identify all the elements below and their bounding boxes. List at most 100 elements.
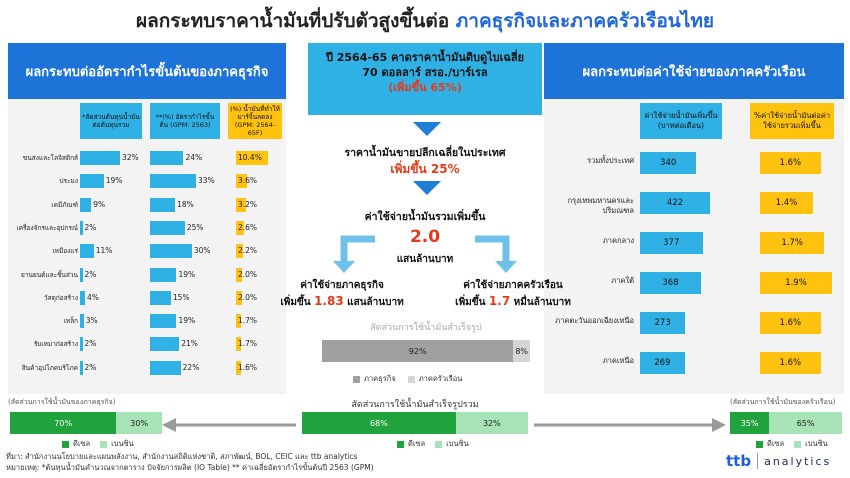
share-value: 19% — [105, 176, 123, 186]
share-bar — [80, 337, 83, 352]
gpm-value: 21% — [181, 339, 198, 349]
right-col2-header: %ค่าใช้จ่ายน้ำมันต่อค่าใช้จ่ายรวมเพิ่มขึ… — [750, 103, 834, 139]
legend-benzin: เบนซิน — [805, 439, 828, 448]
share-value: 4% — [87, 292, 99, 302]
gpm-bar — [150, 314, 177, 329]
logo: ttb analytics — [726, 452, 831, 470]
drop-bar — [236, 290, 243, 305]
drop-value: 2.0% — [238, 292, 258, 302]
legend-benzin: เบนซิน — [111, 439, 134, 448]
arrow-down-icon — [413, 181, 441, 195]
drop-bar — [236, 267, 243, 282]
benzin-bar: 65% — [769, 412, 842, 434]
hh-line1: ค่าใช้จ่ายภาคครัวเรือน — [463, 280, 563, 291]
pct-bar: 1.4% — [760, 192, 814, 214]
legend-swatch — [100, 440, 108, 448]
row-label: ยานยนต์และชิ้นส่วน — [21, 270, 78, 279]
row-label: รวมทั้งประเทศ — [587, 156, 634, 165]
share-bar — [80, 360, 83, 375]
overall-title: สัดส่วนการใช้น้ำมันสำเร็จรูปรวม — [351, 400, 479, 410]
left-col2-header: **(%) อัตรากำไรขั้นต้น (GPM: 2563) — [150, 103, 220, 139]
row-label: ภาคเหนือ — [602, 356, 634, 365]
biz-suffix: แสนล้านบาท — [343, 297, 404, 308]
row-label: เคมีภัณฑ์ — [51, 200, 78, 209]
refined-business-bar: 92% — [322, 340, 514, 362]
legend-swatch — [794, 440, 802, 448]
left-fuel-legend: ดีเซล เบนซิน — [62, 438, 134, 450]
row-label: วัสดุก่อสร้าง — [44, 293, 78, 302]
refined-household-bar: 8% — [513, 340, 530, 362]
hh-suffix: หมื่นล้านบาท — [510, 297, 571, 308]
legend-swatch — [435, 440, 443, 448]
share-value: 11% — [95, 246, 113, 256]
left-banner: ผลกระทบต่ออัตรากำไรขั้นต้นของภาคธุรกิจ — [8, 43, 286, 99]
title-main: ผลกระทบราคาน้ำมันที่ปรับตัวสูงขึ้นต่อ — [135, 10, 456, 32]
drop-value: 1.6% — [238, 362, 258, 372]
legend-swatch — [397, 440, 404, 448]
legend-swatch — [62, 440, 69, 448]
arrow-down-icon — [413, 122, 441, 136]
retail-line2: เพิ่มขึ้น 25% — [390, 162, 460, 176]
right-banner: ผลกระทบต่อค่าใช้จ่ายของภาคครัวเรือน — [544, 43, 844, 99]
baht-bar: 422 — [640, 192, 710, 214]
title-highlight: ภาคธุรกิจและภาคครัวเรือนไทย — [455, 10, 715, 32]
row-label: ภาคตะวันออกเฉียงเหนือ — [555, 316, 634, 325]
split-arrows-icon — [333, 235, 517, 273]
drop-bar — [236, 360, 241, 375]
share-bar — [80, 244, 94, 259]
baht-bar: 340 — [640, 152, 697, 174]
legend-swatch — [756, 440, 763, 448]
share-bar — [80, 267, 83, 282]
total-line1: ค่าใช้จ่ายน้ำมันรวมเพิ่มขึ้น — [364, 211, 486, 223]
drop-bar — [236, 174, 248, 189]
share-bar — [80, 197, 92, 212]
middle-banner-line1: ปี 2564-65 คาดราคาน้ำมันดิบดูไบเฉลี่ย — [325, 51, 525, 64]
middle-banner: ปี 2564-65 คาดราคาน้ำมันดิบดูไบเฉลี่ย 70… — [308, 43, 542, 115]
baht-bar: 368 — [640, 272, 702, 294]
total-unit: แสนล้านบาท — [396, 254, 454, 265]
legend-business: ภาคธุรกิจ — [364, 374, 396, 383]
arrow-left-icon — [162, 418, 296, 432]
baht-bar: 273 — [640, 312, 686, 334]
drop-value: 3.6% — [238, 176, 258, 186]
row-label: ประมง — [59, 177, 78, 186]
gpm-bar — [150, 244, 192, 259]
drop-value: 1.7% — [238, 316, 258, 326]
pct-bar: 1.7% — [760, 232, 825, 254]
baht-bar: 269 — [640, 352, 685, 374]
drop-value: 10.4% — [238, 153, 262, 162]
share-bar — [80, 290, 85, 305]
baht-bar: 377 — [640, 232, 703, 254]
footer-note: หมายเหตุ: *ต้นทุนน้ำมันคำนวณจากตาราง ปัจ… — [6, 463, 374, 472]
total-value: 2.0 — [409, 227, 441, 247]
gpm-value: 33% — [198, 176, 215, 186]
row-label: เหมืองแร่ — [52, 247, 78, 256]
pct-bar: 1.9% — [760, 272, 832, 294]
share-bar — [80, 220, 83, 235]
gpm-bar — [150, 267, 177, 282]
mid-fuel-legend: ดีเซล เบนซิน — [397, 438, 469, 450]
drop-value: 1.7% — [238, 339, 258, 349]
retail-line1: ราคาน้ำมันขายปลีกเฉลี่ยในประเทศ — [344, 147, 506, 159]
legend-diesel: ดีเซล — [73, 439, 91, 448]
footer-source: ที่มา: สำนักงานนโยบายและแผนพลังงาน, สำนั… — [6, 452, 358, 461]
hh-prefix: เพิ่มขึ้น — [455, 297, 489, 308]
drop-bar — [236, 151, 268, 165]
pct-bar: 1.6% — [760, 352, 821, 374]
drop-bar — [236, 197, 246, 212]
legend-swatch — [353, 375, 360, 383]
drop-value: 2.2% — [238, 246, 258, 256]
gpm-bar — [150, 197, 176, 212]
benzin-bar: 30% — [116, 412, 162, 434]
left-mix-title: (สัดส่วนการใช้น้ำมันของภาคธุรกิจ) — [8, 398, 116, 406]
gpm-bar — [150, 360, 181, 375]
gpm-bar — [150, 220, 185, 235]
share-value: 2% — [84, 362, 97, 372]
share-value: 2% — [84, 269, 97, 279]
pct-bar: 1.6% — [760, 312, 821, 334]
diesel-bar: 70% — [10, 412, 117, 434]
share-value: 2% — [84, 339, 97, 349]
page-title: ผลกระทบราคาน้ำมันที่ปรับตัวสูงขึ้นต่อ ภา… — [0, 6, 850, 36]
gpm-value: 25% — [186, 222, 204, 232]
